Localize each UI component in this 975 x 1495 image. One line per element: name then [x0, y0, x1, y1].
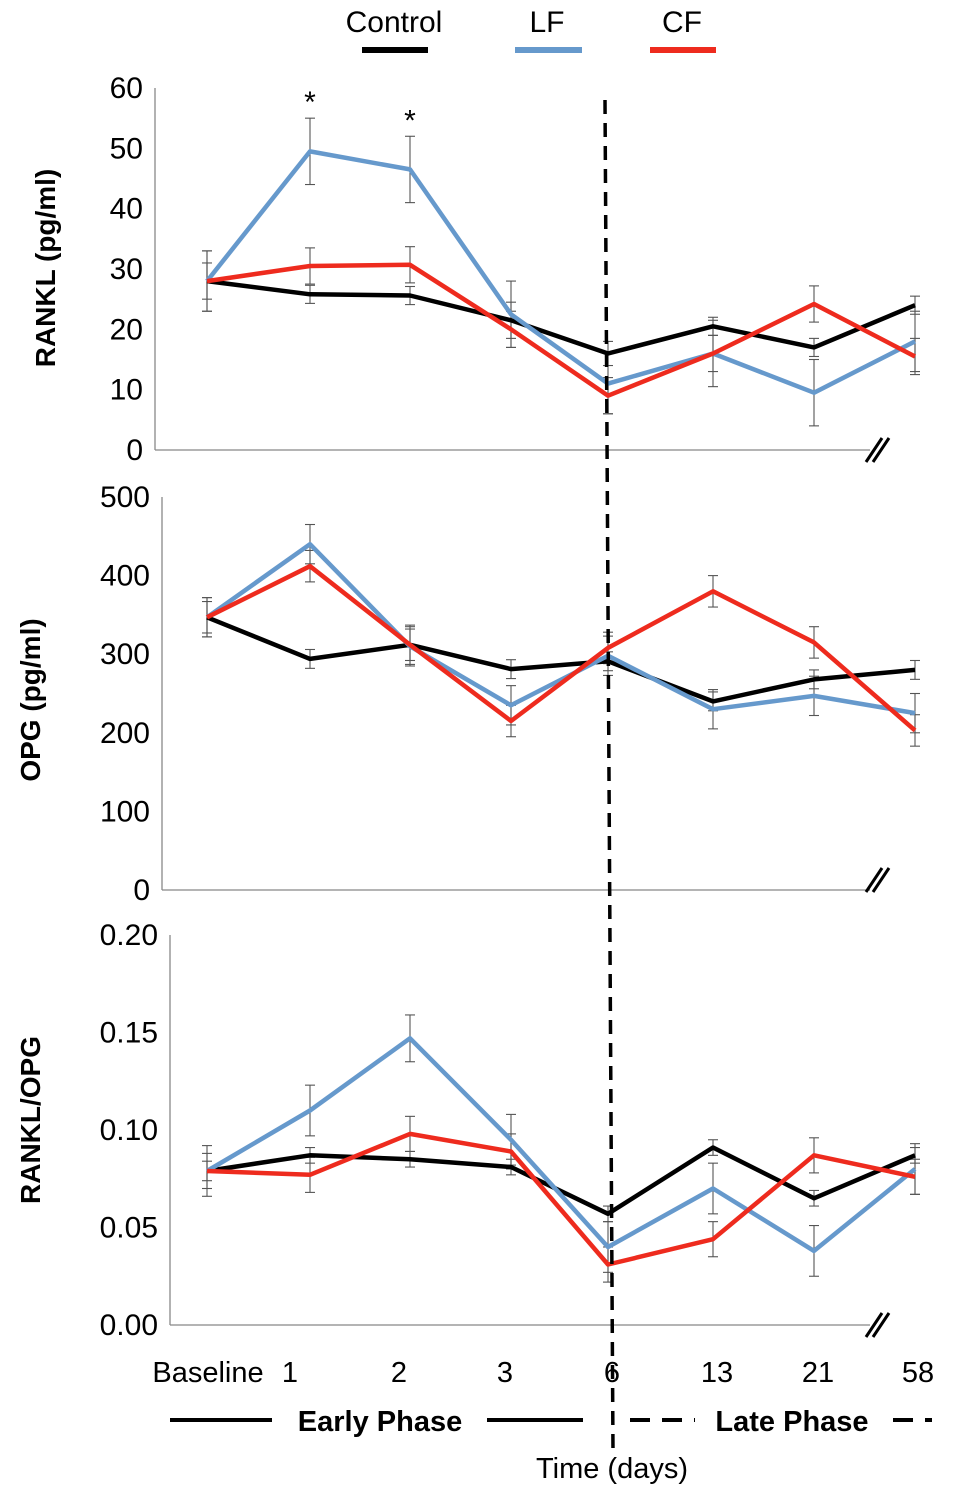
x-tick-label: 21	[802, 1357, 834, 1389]
y-tick-label: 100	[100, 795, 150, 828]
error-bars-control	[202, 597, 920, 712]
y-tick-label: 0.05	[100, 1212, 158, 1245]
y-axis-title: OPG (pg/ml)	[15, 618, 46, 781]
legend-label-lf: LF	[529, 6, 564, 39]
chart-panels: 0 10 20 30 40 50 60 RANKL (pg/ml) * * 0 100 200 300 40…	[15, 72, 920, 1342]
series-line-control	[206, 615, 916, 704]
early-phase-label: Early Phase	[298, 1406, 462, 1438]
y-tick-label: 0.10	[100, 1114, 158, 1147]
panel-rankl: 0 10 20 30 40 50 60 RANKL (pg/ml) * *	[30, 72, 920, 467]
error-bars-lf	[202, 1014, 920, 1277]
y-tick-label: 300	[100, 638, 150, 671]
axis-break-mark	[864, 1312, 884, 1338]
series-line-lf	[205, 541, 916, 716]
series-line-lf	[205, 1036, 917, 1254]
legend: Control LF CF	[346, 6, 716, 53]
x-tick-label: Baseline	[152, 1357, 263, 1389]
y-tick-label: 50	[110, 132, 143, 165]
phase-bar: Early Phase Late Phase	[170, 1406, 932, 1438]
error-bars-cf	[202, 246, 920, 415]
error-bars-cf	[202, 549, 920, 747]
series-line-cf	[206, 262, 917, 398]
y-tick-label: 0	[133, 874, 150, 907]
panel-ratio: 0.00 0.05 0.10 0.15 0.20 RANKL/OPG	[15, 919, 920, 1342]
legend-label-control: Control	[346, 6, 443, 39]
legend-label-cf: CF	[662, 6, 702, 39]
x-tick-label: 13	[701, 1357, 733, 1389]
y-tick-label: 0.00	[100, 1309, 158, 1342]
y-tick-label: 60	[110, 72, 143, 105]
y-tick-label: 10	[110, 374, 143, 407]
y-tick-label: 0.20	[100, 919, 158, 952]
x-axis: Baseline1236132158	[152, 1357, 934, 1389]
series-line-cf	[206, 1131, 916, 1267]
y-tick-label: 40	[110, 193, 143, 226]
x-axis-title: Time (days)	[536, 1453, 688, 1485]
y-tick-label: 20	[110, 313, 143, 346]
significance-marker: *	[404, 104, 416, 137]
late-phase-label: Late Phase	[715, 1406, 868, 1438]
axis-break-mark	[864, 867, 884, 893]
axis-break-mark	[864, 437, 884, 463]
phase-divider-line	[603, 99, 615, 1453]
x-tick-label: 2	[391, 1357, 407, 1389]
panel-opg: 0 100 200 300 400 500 OPG (pg/ml)	[15, 481, 920, 907]
y-axis-title: RANKL/OPG	[15, 1036, 46, 1204]
y-tick-label: 0.15	[100, 1017, 158, 1050]
y-tick-label: 30	[110, 253, 143, 286]
x-tick-label: 58	[902, 1357, 934, 1389]
x-tick-label: 3	[497, 1357, 513, 1389]
series-line-cf	[206, 563, 917, 733]
y-tick-label: 400	[100, 560, 150, 593]
y-tick-label: 500	[100, 481, 150, 514]
y-tick-label: 200	[100, 717, 150, 750]
y-axis-title: RANKL (pg/ml)	[30, 169, 61, 368]
x-tick-label: 1	[282, 1357, 298, 1389]
series-line-lf	[205, 149, 917, 395]
y-tick-label: 0	[126, 434, 143, 467]
axis-break-mark	[871, 437, 891, 463]
axis-break-mark	[871, 1312, 891, 1338]
series-line-control	[206, 278, 916, 356]
significance-marker: *	[304, 86, 316, 119]
axis-break-mark	[871, 867, 891, 893]
